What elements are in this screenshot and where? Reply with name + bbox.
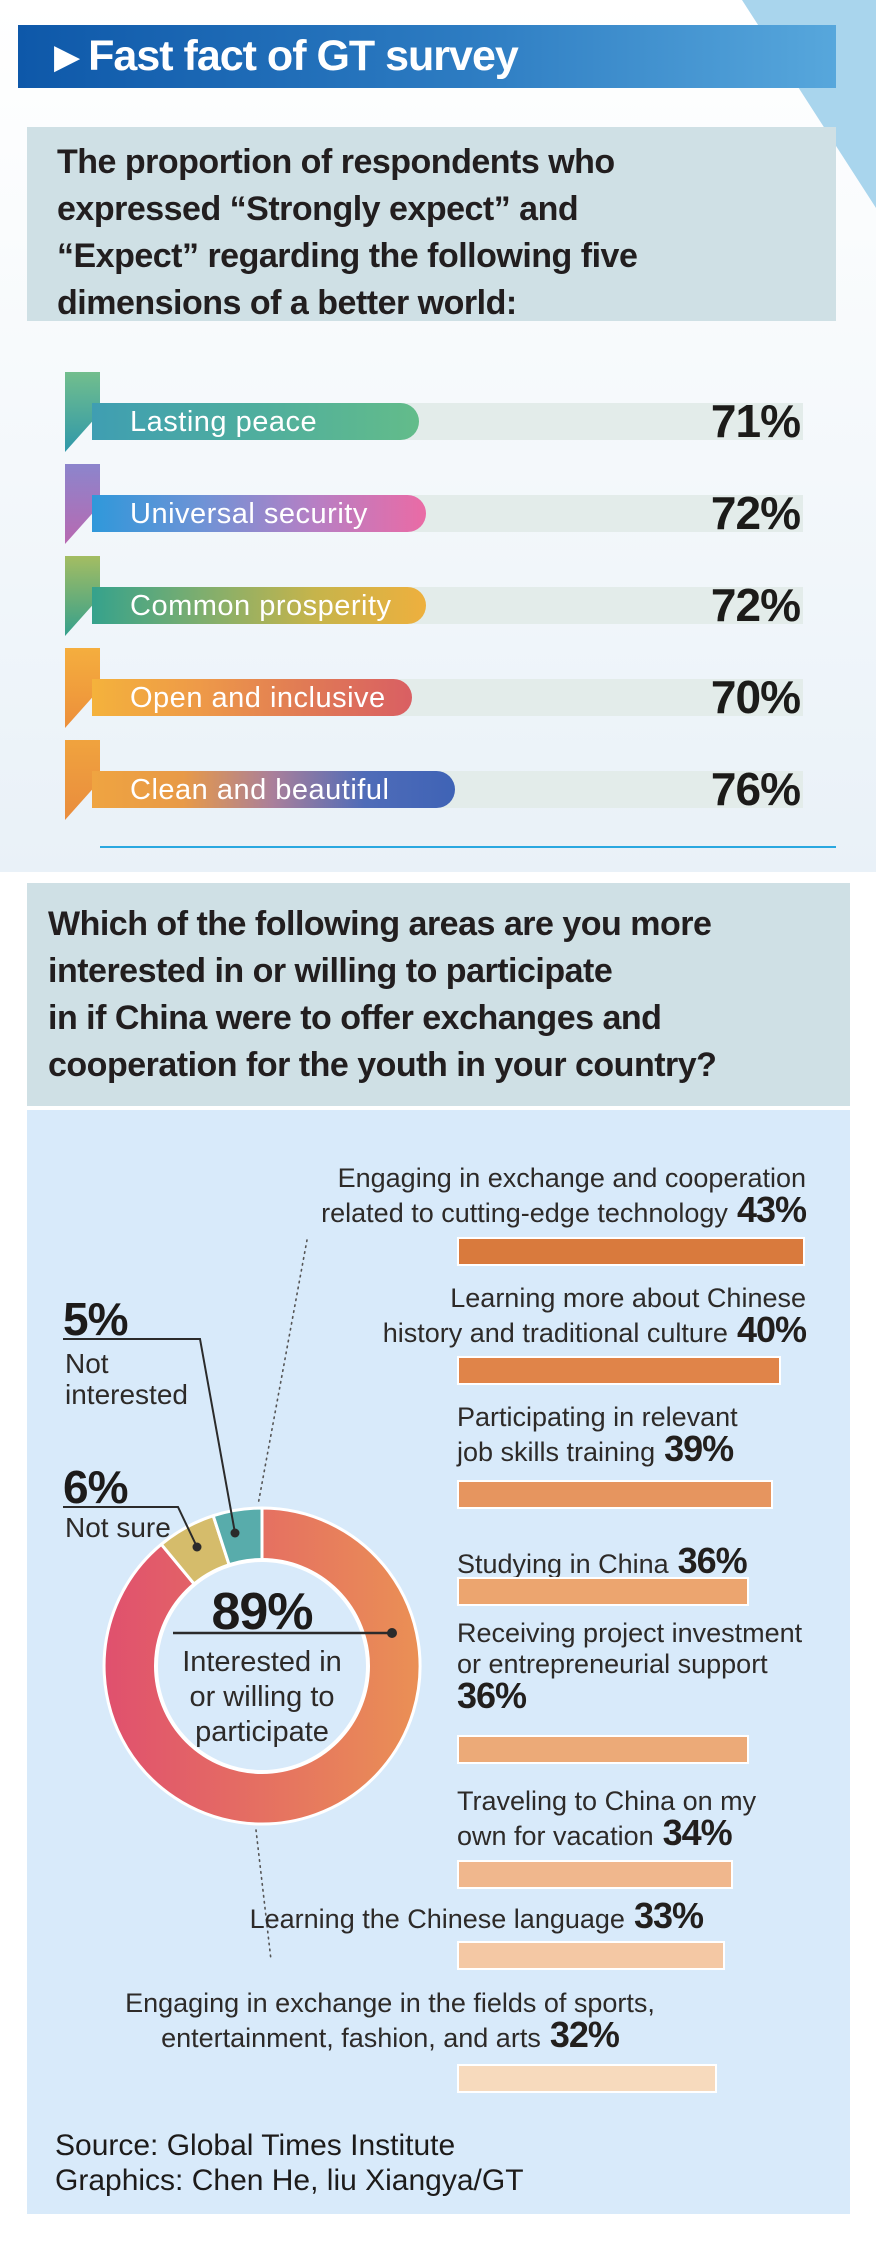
not-sure-label: Not sure xyxy=(65,1512,171,1543)
dimension-bar xyxy=(92,495,426,532)
area-bar xyxy=(457,1577,749,1606)
text-line: “Expect” regarding the following five xyxy=(57,237,638,275)
header-banner: ▶ Fast fact of GT survey xyxy=(18,25,836,88)
dimension-pct: 76% xyxy=(710,763,801,815)
interested-label: Interested in or willing to participate xyxy=(112,1645,412,1750)
text-line: Participating in relevant xyxy=(457,1402,738,1432)
text-line: The proportion of respondents who xyxy=(57,143,615,181)
text-line: Graphics: Chen He, liu Xiangya/GT xyxy=(55,2164,524,2197)
area-item-text: Engaging in exchange and cooperation rela… xyxy=(321,1163,807,1230)
section-divider xyxy=(100,846,836,848)
text-line: Receiving project investment xyxy=(457,1618,803,1648)
question-2-text: Which of the following areas are you mor… xyxy=(48,901,717,1089)
text-line: job skills training 39% xyxy=(457,1428,734,1469)
text-line: in if China were to offer exchanges and xyxy=(48,999,662,1037)
text-line: Studying in China 36% xyxy=(457,1540,748,1581)
area-pct: 39% xyxy=(655,1428,734,1469)
text-line: Engaging in exchange in the fields of sp… xyxy=(125,1988,655,2018)
page-title: Fast fact of GT survey xyxy=(88,32,519,80)
area-bar xyxy=(457,2064,717,2093)
dimension-pct: 70% xyxy=(710,671,801,723)
dimension-bar xyxy=(92,587,426,624)
area-item-text: Learning more about Chinese history and t… xyxy=(382,1283,807,1350)
area-item-text: Receiving project investment or entrepren… xyxy=(457,1618,802,1715)
area-pct: 32% xyxy=(540,2014,620,2055)
text-line: related to cutting-edge technology 43% xyxy=(321,1189,807,1230)
area-pct: 40% xyxy=(727,1309,807,1350)
not-interested-pct: 5% xyxy=(63,1293,128,1345)
area-item-text: Learning the Chinese language 33% xyxy=(249,1895,704,1936)
area-pct: 43% xyxy=(727,1189,807,1230)
source-credit: Source: Global Times Institute Graphics: … xyxy=(55,2128,755,2198)
area-bar xyxy=(457,1941,725,1970)
text-line: dimensions of a better world: xyxy=(57,284,517,322)
text-line: cooperation for the youth in your countr… xyxy=(48,1046,717,1084)
area-pct: 33% xyxy=(624,1895,704,1936)
area-pct: 36% xyxy=(668,1540,748,1581)
dimension-pct: 71% xyxy=(710,395,801,447)
interested-pct: 89% xyxy=(211,1583,313,1641)
area-item-text: Traveling to China on my own for vacation… xyxy=(457,1786,756,1852)
text-line: participate xyxy=(195,1716,329,1748)
area-bar xyxy=(457,1735,749,1764)
text-line: entertainment, fashion, and arts 32% xyxy=(161,2014,620,2055)
question-2-box: Which of the following areas are you mor… xyxy=(27,883,850,1106)
area-item-text: Studying in China 36% xyxy=(457,1540,748,1581)
dimension-pct: 72% xyxy=(710,487,801,539)
text-line: own for vacation 34% xyxy=(457,1812,733,1853)
text-line: Traveling to China on my xyxy=(457,1786,757,1816)
area-bar xyxy=(457,1480,773,1509)
text-line: history and traditional culture 40% xyxy=(382,1309,807,1350)
text-line: Not sure xyxy=(65,1512,171,1543)
question-1-box: The proportion of respondents who express… xyxy=(27,127,836,322)
area-bar xyxy=(457,1356,781,1385)
play-arrow-icon: ▶ xyxy=(54,37,81,76)
text-line: or entrepreneurial support xyxy=(457,1649,768,1679)
dimension-label: Common prosperity xyxy=(130,590,392,622)
dimension-bar xyxy=(92,403,419,440)
area-bar xyxy=(457,1237,805,1266)
text-line: Engaging in exchange and cooperation xyxy=(337,1163,806,1193)
text-line: Learning the Chinese language 33% xyxy=(249,1895,704,1936)
text-line: 36% xyxy=(457,1678,802,1715)
area-item-text: Engaging in exchange in the fields of sp… xyxy=(110,1988,670,2054)
text-line: expressed “Strongly expect” and xyxy=(57,190,579,228)
text-line: Source: Global Times Institute xyxy=(55,2129,456,2162)
text-line: Which of the following areas are you mor… xyxy=(48,905,712,943)
text-line: Not xyxy=(65,1348,109,1379)
text-line: or willing to xyxy=(189,1681,335,1713)
area-item-text: Participating in relevant job skills trai… xyxy=(457,1402,738,1468)
not-sure-pct: 6% xyxy=(63,1461,128,1513)
dimension-bar xyxy=(92,771,455,808)
dimension-label: Open and inclusive xyxy=(130,682,386,714)
dimension-bar xyxy=(92,679,412,716)
question-1-text: The proportion of respondents who express… xyxy=(57,139,638,327)
dimension-label: Lasting peace xyxy=(130,406,318,438)
text-line: Learning more about Chinese xyxy=(450,1283,806,1313)
area-bar xyxy=(457,1860,733,1889)
dimension-label: Universal security xyxy=(130,498,368,530)
area-pct: 36% xyxy=(457,1675,527,1716)
text-line: Interested in xyxy=(182,1646,342,1678)
text-line: interested xyxy=(65,1379,188,1410)
dimension-label: Clean and beautiful xyxy=(130,774,390,806)
area-pct: 34% xyxy=(653,1812,733,1853)
not-interested-label: Not interested xyxy=(65,1348,188,1410)
text-line: interested in or willing to participate xyxy=(48,952,613,990)
dimension-pct: 72% xyxy=(710,579,801,631)
